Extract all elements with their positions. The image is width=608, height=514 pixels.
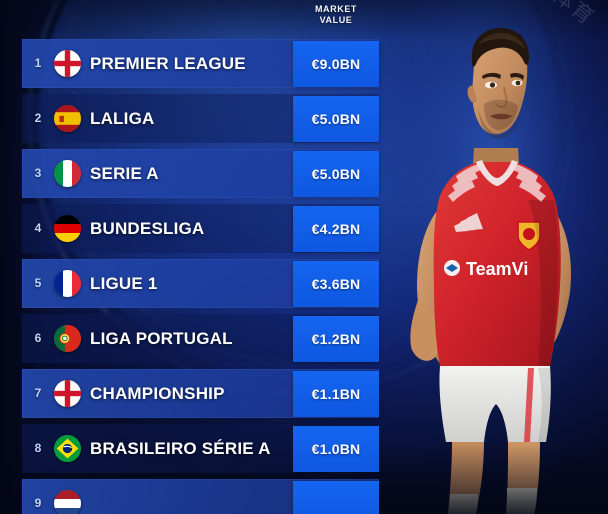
- league-name: SERIE A: [90, 164, 159, 183]
- rank-number: 7: [34, 386, 42, 400]
- market-value-header-line1: MARKET: [314, 4, 358, 14]
- league-name: LIGA PORTUGAL: [90, 329, 233, 348]
- market-value-box: €1.1BN: [293, 371, 379, 417]
- market-value-text: €1.2BN: [311, 331, 361, 347]
- brazil-flag: [54, 435, 81, 462]
- england-flag: [54, 380, 81, 407]
- league-name: LIGUE 1: [90, 274, 158, 293]
- table-row: 6 LIGA PORTUGAL €1.2BN: [0, 311, 608, 366]
- market-value-text: €3.6BN: [311, 276, 361, 292]
- rank-number: 1: [34, 56, 42, 70]
- table-row-partial: 9: [0, 476, 608, 514]
- market-value-box: €1.2BN: [293, 316, 379, 362]
- rank-number: 9: [34, 496, 42, 510]
- league-name: CHAMPIONSHIP: [90, 384, 225, 403]
- market-value-box: [293, 481, 379, 514]
- germany-flag: [54, 215, 81, 242]
- table-row: 5 LIGUE 1 €3.6BN: [0, 256, 608, 311]
- rank-number: 8: [34, 441, 42, 455]
- rank-number: 6: [34, 331, 42, 345]
- market-value-text: €4.2BN: [311, 221, 361, 237]
- market-value-box: €5.0BN: [293, 151, 379, 197]
- market-value-header-line2: VALUE: [319, 15, 353, 25]
- netherlands-flag: [54, 490, 81, 514]
- table-row: 4 BUNDESLIGA €4.2BN: [0, 201, 608, 256]
- market-value-text: €5.0BN: [311, 166, 361, 182]
- rank-number: 2: [34, 111, 42, 125]
- table-row: 8 BRASILEIRO SÉRIE A €1.0BN: [0, 421, 608, 476]
- market-value-box: €1.0BN: [293, 426, 379, 472]
- rank-number: 4: [34, 221, 42, 235]
- market-value-text: €9.0BN: [311, 56, 361, 72]
- market-value-text: €5.0BN: [311, 111, 361, 127]
- rank-number: 3: [34, 166, 42, 180]
- italy-flag: [54, 160, 81, 187]
- france-flag: [54, 270, 81, 297]
- league-ranking-table: 1 PREMIER LEAGUE €9.0BN 2 LALIGA €5.0BN …: [0, 36, 608, 514]
- table-row: 1 PREMIER LEAGUE €9.0BN: [0, 36, 608, 91]
- market-value-text: €1.1BN: [311, 386, 361, 402]
- table-row: 2 LALIGA €5.0BN: [0, 91, 608, 146]
- rank-number: 5: [34, 276, 42, 290]
- market-value-box: €3.6BN: [293, 261, 379, 307]
- market-value-box: €5.0BN: [293, 96, 379, 142]
- market-value-column-header: MARKET VALUE: [293, 4, 379, 26]
- svg-text:TeamVi: TeamVi: [466, 259, 528, 279]
- england-flag: [54, 50, 81, 77]
- league-name: LALIGA: [90, 109, 155, 128]
- market-value-text: €1.0BN: [311, 441, 361, 457]
- league-name: BUNDESLIGA: [90, 219, 205, 238]
- market-value-box: €9.0BN: [293, 41, 379, 87]
- table-row: 7 CHAMPIONSHIP €1.1BN: [0, 366, 608, 421]
- spain-flag: [54, 105, 81, 132]
- league-name: PREMIER LEAGUE: [90, 54, 246, 73]
- portugal-flag: [54, 325, 81, 352]
- market-value-box: €4.2BN: [293, 206, 379, 252]
- table-row: 3 SERIE A €5.0BN: [0, 146, 608, 201]
- league-name: BRASILEIRO SÉRIE A: [90, 439, 271, 458]
